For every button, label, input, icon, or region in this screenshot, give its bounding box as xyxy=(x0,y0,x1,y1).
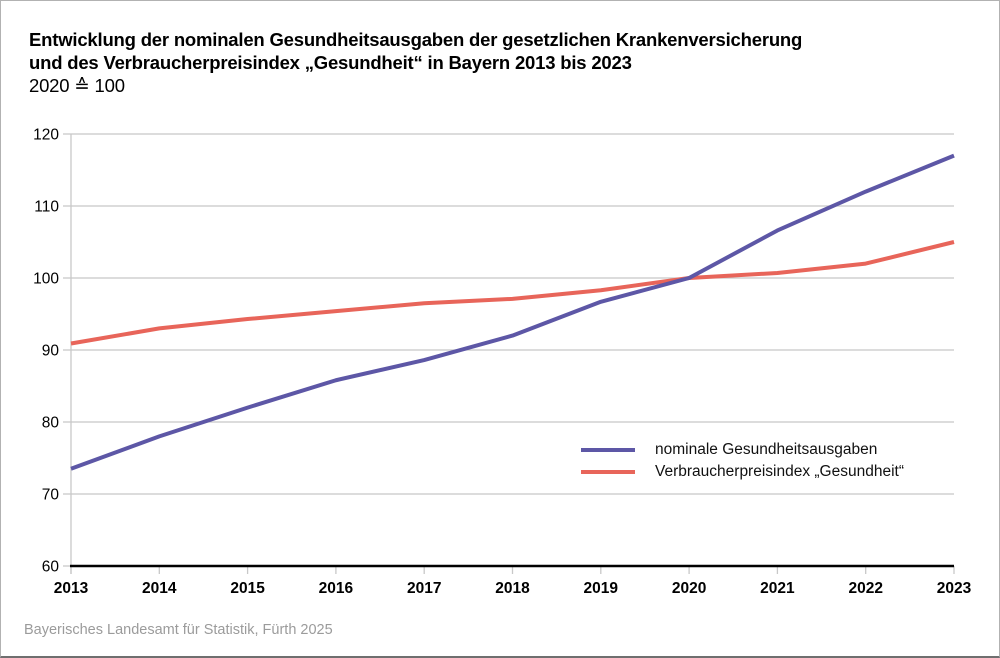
legend-label-nominal: nominale Gesundheitsausgaben xyxy=(655,441,878,458)
nominal-line-swatch xyxy=(581,448,635,452)
y-tick-label: 60 xyxy=(42,559,60,576)
chart-subtitle: 2020 ≙ 100 xyxy=(29,75,125,96)
x-tick-label: 2015 xyxy=(230,580,265,597)
y-tick-label: 110 xyxy=(34,199,59,216)
x-tick-label: 2013 xyxy=(54,580,89,597)
chart-legend: nominale Gesundheitsausgaben Verbraucher… xyxy=(581,439,904,483)
legend-item-vpi: Verbraucherpreisindex „Gesundheit“ xyxy=(581,461,904,483)
x-tick-label: 2022 xyxy=(848,580,882,597)
x-tick-label: 2019 xyxy=(584,580,619,597)
x-tick-label: 2017 xyxy=(407,580,441,597)
source-note: Bayerisches Landesamt für Statistik, Für… xyxy=(24,622,333,638)
legend-label-vpi: Verbraucherpreisindex „Gesundheit“ xyxy=(655,463,904,480)
y-tick-label: 90 xyxy=(42,343,60,360)
y-tick-label: 80 xyxy=(42,415,60,432)
y-tick-label: 100 xyxy=(33,271,59,288)
chart-title: Entwicklung der nominalen Gesundheitsaus… xyxy=(29,28,802,97)
x-tick-label: 2021 xyxy=(760,580,795,597)
chart-title-line-1: Entwicklung der nominalen Gesundheitsaus… xyxy=(29,29,803,50)
x-tick-label: 2020 xyxy=(672,580,706,597)
vpi-line-swatch xyxy=(581,470,635,474)
x-tick-label: 2023 xyxy=(937,580,972,597)
x-tick-label: 2016 xyxy=(319,580,354,597)
chart-title-line-2: und des Verbraucherpreisindex „Gesundhei… xyxy=(29,52,632,73)
x-tick-label: 2018 xyxy=(495,580,530,597)
y-tick-label: 120 xyxy=(33,127,59,144)
series-line-1 xyxy=(70,240,955,346)
series-line-0 xyxy=(70,153,955,471)
legend-item-nominal: nominale Gesundheitsausgaben xyxy=(581,439,904,461)
x-tick-label: 2014 xyxy=(142,580,177,597)
y-tick-label: 70 xyxy=(42,487,60,504)
